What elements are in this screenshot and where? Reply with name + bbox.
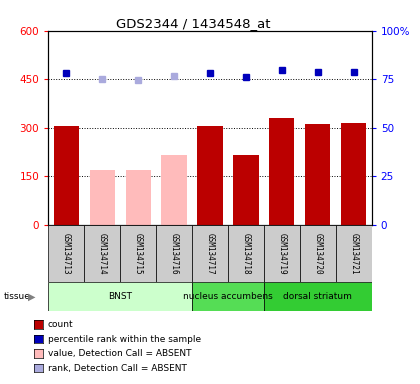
Bar: [234, 155, 259, 225]
Bar: [48, 282, 192, 311]
Text: GSM134721: GSM134721: [349, 233, 358, 274]
Bar: [126, 170, 151, 225]
Text: ▶: ▶: [28, 291, 35, 301]
Text: GSM134719: GSM134719: [277, 233, 286, 274]
Bar: [48, 225, 84, 282]
Bar: [192, 225, 228, 282]
Text: dorsal striatum: dorsal striatum: [284, 292, 352, 301]
Bar: [89, 170, 115, 225]
Bar: [120, 225, 156, 282]
Text: GSM134720: GSM134720: [313, 233, 322, 274]
Text: value, Detection Call = ABSENT: value, Detection Call = ABSENT: [48, 349, 192, 358]
Bar: [54, 126, 79, 225]
Text: count: count: [48, 320, 74, 329]
Bar: [269, 118, 294, 225]
Text: nucleus accumbens: nucleus accumbens: [183, 292, 273, 301]
Bar: [341, 123, 366, 225]
Text: GDS2344 / 1434548_at: GDS2344 / 1434548_at: [116, 17, 270, 30]
Bar: [197, 126, 223, 225]
Text: GSM134714: GSM134714: [98, 233, 107, 274]
Text: GSM134717: GSM134717: [205, 233, 215, 274]
Text: GSM134715: GSM134715: [134, 233, 143, 274]
Bar: [305, 124, 331, 225]
Bar: [156, 225, 192, 282]
Text: GSM134713: GSM134713: [62, 233, 71, 274]
Bar: [192, 282, 264, 311]
Text: BNST: BNST: [108, 292, 132, 301]
Bar: [162, 155, 186, 225]
Bar: [336, 225, 372, 282]
Bar: [264, 225, 300, 282]
Bar: [264, 282, 372, 311]
Text: GSM134718: GSM134718: [241, 233, 250, 274]
Bar: [300, 225, 336, 282]
Text: tissue: tissue: [4, 292, 31, 301]
Bar: [228, 225, 264, 282]
Bar: [84, 225, 120, 282]
Text: percentile rank within the sample: percentile rank within the sample: [48, 334, 201, 344]
Text: GSM134716: GSM134716: [170, 233, 178, 274]
Text: rank, Detection Call = ABSENT: rank, Detection Call = ABSENT: [48, 364, 187, 373]
